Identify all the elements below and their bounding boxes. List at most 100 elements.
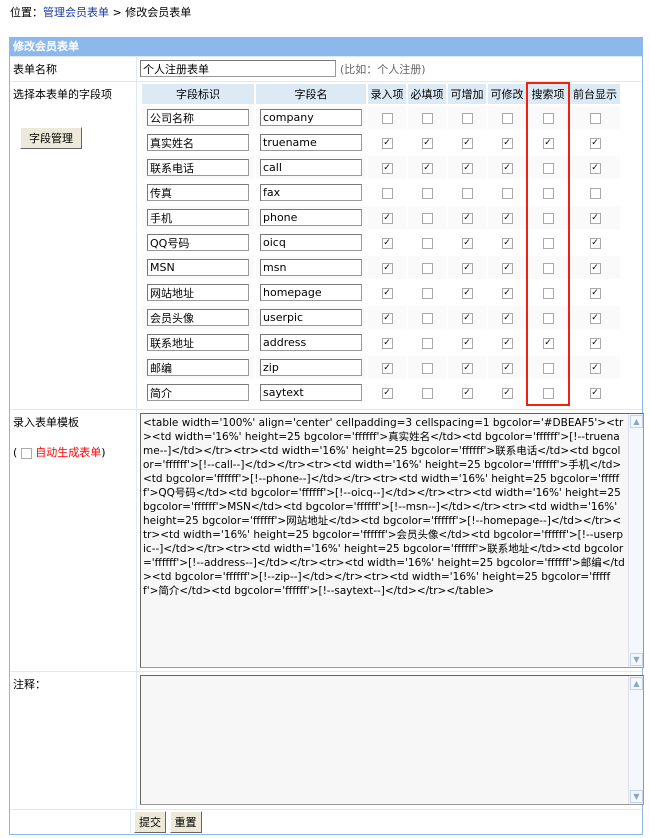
field-option-checkbox[interactable] bbox=[421, 337, 433, 349]
field-option-checkbox[interactable]: ✓ bbox=[461, 287, 473, 299]
field-title-input[interactable] bbox=[147, 384, 249, 401]
auto-generate-label[interactable]: 自动生成表单 bbox=[35, 446, 102, 459]
notes-textarea[interactable]: ▲ ▼ bbox=[140, 675, 644, 805]
field-option-checkbox[interactable]: ✓ bbox=[421, 162, 433, 174]
field-option-checkbox[interactable] bbox=[381, 112, 393, 124]
field-option-checkbox[interactable] bbox=[421, 187, 433, 199]
field-option-checkbox[interactable]: ✓ bbox=[501, 312, 513, 324]
field-option-checkbox[interactable] bbox=[589, 112, 601, 124]
field-option-checkbox[interactable]: ✓ bbox=[461, 212, 473, 224]
field-name-input[interactable] bbox=[260, 309, 362, 326]
field-title-input[interactable] bbox=[147, 159, 249, 176]
field-option-checkbox[interactable] bbox=[421, 212, 433, 224]
submit-button[interactable]: 提交 bbox=[134, 811, 166, 833]
field-option-checkbox[interactable] bbox=[461, 112, 473, 124]
scroll-up-icon[interactable]: ▲ bbox=[630, 677, 643, 690]
field-option-checkbox[interactable]: ✓ bbox=[381, 287, 393, 299]
field-name-input[interactable] bbox=[260, 384, 362, 401]
field-option-checkbox[interactable] bbox=[461, 187, 473, 199]
field-option-checkbox[interactable] bbox=[589, 187, 601, 199]
field-option-checkbox[interactable]: ✓ bbox=[501, 137, 513, 149]
field-option-checkbox[interactable]: ✓ bbox=[589, 387, 601, 399]
field-option-checkbox[interactable]: ✓ bbox=[589, 137, 601, 149]
field-option-checkbox[interactable] bbox=[421, 387, 433, 399]
field-title-input[interactable] bbox=[147, 184, 249, 201]
field-option-checkbox[interactable]: ✓ bbox=[461, 362, 473, 374]
field-option-checkbox[interactable] bbox=[421, 287, 433, 299]
field-option-checkbox[interactable]: ✓ bbox=[589, 287, 601, 299]
field-option-checkbox[interactable] bbox=[542, 262, 554, 274]
template-textarea[interactable]: <table width='100%' align='center' cellp… bbox=[140, 413, 644, 668]
field-name-input[interactable] bbox=[260, 134, 362, 151]
field-option-checkbox[interactable] bbox=[542, 387, 554, 399]
field-option-checkbox[interactable] bbox=[542, 212, 554, 224]
field-title-input[interactable] bbox=[147, 284, 249, 301]
field-name-input[interactable] bbox=[260, 359, 362, 376]
field-option-checkbox[interactable]: ✓ bbox=[589, 312, 601, 324]
field-option-checkbox[interactable]: ✓ bbox=[501, 287, 513, 299]
scroll-down-icon[interactable]: ▼ bbox=[630, 653, 643, 666]
field-option-checkbox[interactable]: ✓ bbox=[461, 312, 473, 324]
field-option-checkbox[interactable]: ✓ bbox=[589, 337, 601, 349]
field-option-checkbox[interactable] bbox=[421, 312, 433, 324]
breadcrumb-link[interactable]: 管理会员表单 bbox=[43, 6, 109, 19]
field-option-checkbox[interactable] bbox=[501, 112, 513, 124]
field-name-input[interactable] bbox=[260, 109, 362, 126]
field-option-checkbox[interactable] bbox=[501, 187, 513, 199]
field-option-checkbox[interactable]: ✓ bbox=[589, 237, 601, 249]
scrollbar[interactable]: ▲ ▼ bbox=[628, 414, 643, 667]
field-option-checkbox[interactable]: ✓ bbox=[381, 312, 393, 324]
field-option-checkbox[interactable] bbox=[542, 162, 554, 174]
auto-generate-checkbox[interactable] bbox=[20, 447, 32, 459]
field-title-input[interactable] bbox=[147, 334, 249, 351]
field-option-checkbox[interactable]: ✓ bbox=[461, 137, 473, 149]
field-title-input[interactable] bbox=[147, 359, 249, 376]
field-option-checkbox[interactable] bbox=[542, 312, 554, 324]
field-option-checkbox[interactable]: ✓ bbox=[542, 337, 554, 349]
field-option-checkbox[interactable]: ✓ bbox=[589, 212, 601, 224]
field-option-checkbox[interactable]: ✓ bbox=[501, 262, 513, 274]
field-option-checkbox[interactable] bbox=[542, 287, 554, 299]
scrollbar[interactable]: ▲ ▼ bbox=[628, 676, 643, 804]
field-name-input[interactable] bbox=[260, 284, 362, 301]
field-manage-button[interactable]: 字段管理 bbox=[20, 127, 82, 149]
field-option-checkbox[interactable]: ✓ bbox=[501, 212, 513, 224]
field-option-checkbox[interactable]: ✓ bbox=[381, 137, 393, 149]
field-option-checkbox[interactable] bbox=[421, 362, 433, 374]
field-option-checkbox[interactable]: ✓ bbox=[381, 262, 393, 274]
field-option-checkbox[interactable]: ✓ bbox=[381, 362, 393, 374]
field-option-checkbox[interactable]: ✓ bbox=[381, 387, 393, 399]
field-option-checkbox[interactable]: ✓ bbox=[501, 337, 513, 349]
field-title-input[interactable] bbox=[147, 309, 249, 326]
field-option-checkbox[interactable] bbox=[421, 262, 433, 274]
field-option-checkbox[interactable] bbox=[542, 187, 554, 199]
field-option-checkbox[interactable]: ✓ bbox=[461, 387, 473, 399]
field-option-checkbox[interactable]: ✓ bbox=[461, 337, 473, 349]
field-name-input[interactable] bbox=[260, 209, 362, 226]
field-name-input[interactable] bbox=[260, 159, 362, 176]
field-name-input[interactable] bbox=[260, 259, 362, 276]
field-option-checkbox[interactable]: ✓ bbox=[542, 137, 554, 149]
form-name-input[interactable] bbox=[140, 60, 336, 77]
field-option-checkbox[interactable]: ✓ bbox=[461, 262, 473, 274]
field-option-checkbox[interactable]: ✓ bbox=[589, 362, 601, 374]
field-option-checkbox[interactable]: ✓ bbox=[461, 162, 473, 174]
field-option-checkbox[interactable]: ✓ bbox=[381, 162, 393, 174]
field-name-input[interactable] bbox=[260, 234, 362, 251]
field-option-checkbox[interactable] bbox=[542, 362, 554, 374]
field-title-input[interactable] bbox=[147, 134, 249, 151]
field-option-checkbox[interactable]: ✓ bbox=[421, 137, 433, 149]
field-option-checkbox[interactable]: ✓ bbox=[381, 212, 393, 224]
field-title-input[interactable] bbox=[147, 109, 249, 126]
field-option-checkbox[interactable]: ✓ bbox=[501, 387, 513, 399]
field-title-input[interactable] bbox=[147, 259, 249, 276]
field-option-checkbox[interactable] bbox=[542, 237, 554, 249]
scroll-up-icon[interactable]: ▲ bbox=[630, 415, 643, 428]
field-option-checkbox[interactable] bbox=[381, 187, 393, 199]
field-option-checkbox[interactable]: ✓ bbox=[589, 162, 601, 174]
field-option-checkbox[interactable] bbox=[542, 112, 554, 124]
field-option-checkbox[interactable]: ✓ bbox=[589, 262, 601, 274]
field-name-input[interactable] bbox=[260, 184, 362, 201]
field-option-checkbox[interactable]: ✓ bbox=[501, 162, 513, 174]
field-option-checkbox[interactable] bbox=[421, 237, 433, 249]
